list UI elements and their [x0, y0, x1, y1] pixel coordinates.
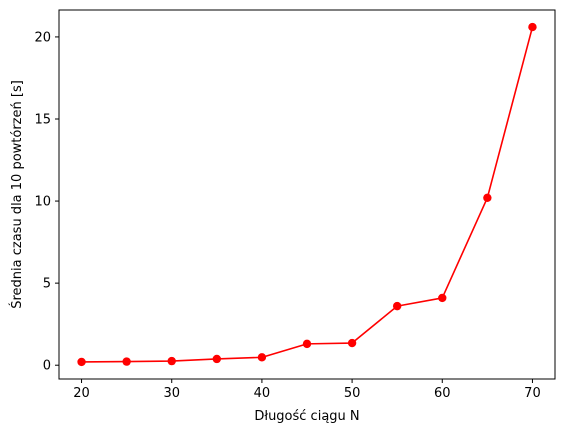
x-tick-label: 30	[163, 386, 180, 401]
y-tick-label: 10	[34, 195, 51, 210]
x-tick-label: 60	[434, 386, 451, 401]
data-point	[167, 356, 176, 366]
y-tick-label: 20	[34, 30, 51, 45]
y-tick-label: 5	[43, 277, 51, 292]
x-tick-label: 20	[73, 386, 90, 401]
x-axis-label: Długość ciągu N	[254, 409, 359, 424]
x-axis-ticks: 20 30 40 50 60 70	[73, 379, 541, 401]
data-point	[212, 354, 222, 364]
x-tick-label: 70	[524, 386, 541, 401]
plot-background	[59, 10, 555, 379]
data-point	[122, 357, 131, 366]
y-axis-label: Średnia czasu dla 10 powtórzeń [s]	[9, 80, 25, 309]
data-point	[438, 293, 447, 303]
series-layer	[77, 22, 537, 367]
y-axis-ticks: 0 5 10 15 20	[34, 30, 59, 374]
data-point	[347, 338, 357, 348]
data-point	[528, 22, 537, 32]
data-point	[77, 357, 86, 367]
data-point	[302, 339, 312, 349]
data-point	[257, 353, 267, 362]
data-point	[392, 301, 402, 311]
x-tick-label: 50	[344, 386, 361, 401]
y-tick-label: 0	[43, 359, 51, 374]
y-tick-label: 15	[34, 112, 51, 127]
x-tick-label: 40	[254, 386, 271, 401]
data-point	[483, 193, 492, 202]
plot-frame	[58, 9, 556, 380]
